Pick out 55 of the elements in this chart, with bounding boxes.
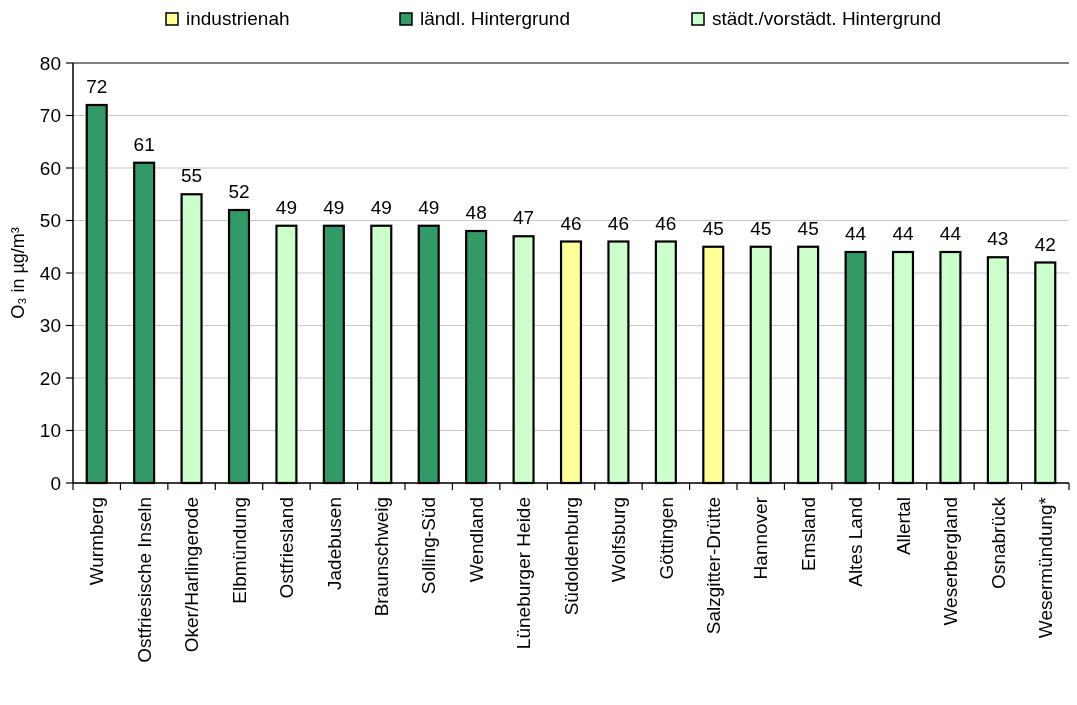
x-tick-label: Wesermündung* [1034,496,1056,639]
x-tick-label: Weserbergland [940,497,962,626]
x-tick-label: Altes Land [845,497,867,587]
x-tick-label: Osnabrück [987,496,1009,589]
data-label: 52 [228,181,250,202]
x-tick-label: Lüneburger Heide [513,497,535,650]
y-tick-label: 20 [39,367,61,389]
y-tick-label: 70 [39,105,61,127]
legend-label: ländl. Hintergrund [420,8,570,29]
y-tick-label: 40 [39,262,61,284]
data-label: 46 [655,212,677,234]
y-tick-label: 30 [39,315,61,337]
legend-label: städt./vorstädt. Hintergrund [712,8,942,29]
x-tick-label: Südoldenburg [560,497,582,616]
data-label: 45 [750,217,772,239]
data-label: 44 [939,223,962,244]
data-label: 48 [465,202,487,223]
data-label: 49 [275,196,297,218]
x-tick-label: Braunschweig [370,497,392,617]
y-tick-label: 60 [39,157,61,179]
data-label: 45 [702,217,724,239]
x-tick-label: Wolfsburg [608,497,630,583]
data-label: 45 [797,217,819,239]
x-tick-label: Wendland [465,497,487,583]
x-tick-label: Emsland [797,497,819,571]
y-tick-label: 0 [50,472,61,494]
data-label: 43 [987,228,1009,250]
data-label: 42 [1034,233,1056,255]
x-tick-label: Salzgitter-Drütte [702,497,724,635]
legend-label: industrienah [186,8,290,29]
data-label: 46 [560,212,582,234]
x-tick-label: Jadebusen [323,497,345,590]
y-tick-label: 10 [39,420,61,442]
data-label: 49 [370,196,392,218]
x-tick-label: Oker/Harlingerode [181,497,203,653]
data-label: 47 [513,207,535,229]
data-label: 61 [133,133,155,155]
y-tick-label: 50 [39,210,61,232]
x-tick-label: Ostfriesland [276,497,298,599]
x-tick-label: Wurmberg [86,497,108,586]
x-tick-label: Elbmündung [228,497,250,604]
data-label: 44 [892,223,914,244]
y-tick-label: 80 [39,52,61,74]
x-tick-label: Hannover [750,496,772,580]
data-label: 55 [181,165,203,187]
x-tick-label: Allertal [892,497,914,556]
data-label: 49 [418,196,440,218]
data-label: 49 [323,196,345,218]
x-tick-label: Solling-Süd [418,497,440,595]
x-tick-label: Ostfriesische Inseln [133,497,155,663]
data-label: 72 [86,76,108,97]
x-tick-label: Göttingen [655,497,677,580]
y-axis-title: O₃ in µg/m³ [8,227,28,319]
data-label: 46 [607,212,629,234]
data-label: 44 [845,223,867,244]
